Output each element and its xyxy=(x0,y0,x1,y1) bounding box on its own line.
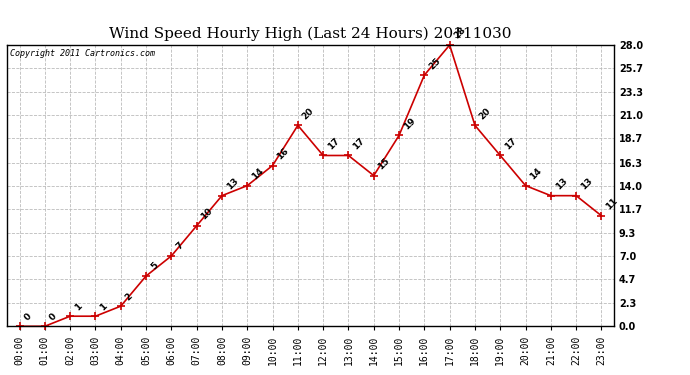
Text: 11: 11 xyxy=(604,196,620,211)
Text: 25: 25 xyxy=(427,56,442,71)
Title: Wind Speed Hourly High (Last 24 Hours) 20111030: Wind Speed Hourly High (Last 24 Hours) 2… xyxy=(109,27,512,41)
Text: 20: 20 xyxy=(301,106,316,121)
Text: 5: 5 xyxy=(149,261,159,272)
Text: 1: 1 xyxy=(73,301,83,312)
Text: 15: 15 xyxy=(377,156,392,171)
Text: 1: 1 xyxy=(98,301,109,312)
Text: 0: 0 xyxy=(22,311,33,322)
Text: 17: 17 xyxy=(326,136,342,152)
Text: 17: 17 xyxy=(351,136,366,152)
Text: 20: 20 xyxy=(477,106,493,121)
Text: Copyright 2011 Cartronics.com: Copyright 2011 Cartronics.com xyxy=(10,49,155,58)
Text: 14: 14 xyxy=(529,166,544,182)
Text: 13: 13 xyxy=(553,176,569,192)
Text: 16: 16 xyxy=(275,146,290,161)
Text: 19: 19 xyxy=(402,116,417,131)
Text: 7: 7 xyxy=(174,241,185,252)
Text: 0: 0 xyxy=(48,311,59,322)
Text: 17: 17 xyxy=(503,136,518,152)
Text: 14: 14 xyxy=(250,166,266,182)
Text: 2: 2 xyxy=(124,291,135,302)
Text: 28: 28 xyxy=(453,26,468,41)
Text: 13: 13 xyxy=(225,176,240,192)
Text: 10: 10 xyxy=(199,207,215,222)
Text: 13: 13 xyxy=(579,176,594,192)
